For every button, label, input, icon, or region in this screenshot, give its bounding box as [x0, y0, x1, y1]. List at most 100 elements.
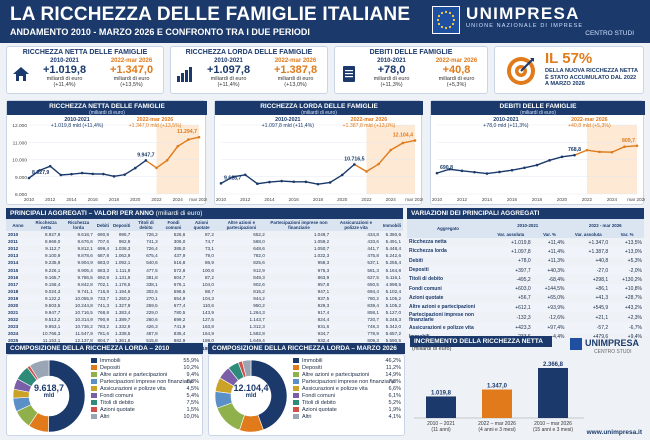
table-cell: 9.786,5	[77, 274, 93, 280]
table-cell: 2017	[8, 281, 19, 287]
table-cell: 690,8	[97, 232, 110, 238]
bar-chart-icon	[177, 67, 192, 82]
legend-label: Depositi	[302, 365, 322, 371]
table-row: 2020 9.503,5 10.244,8 741,3 1.327,9 259,5 677,…	[6, 302, 403, 309]
table-cell: 475,8	[367, 253, 379, 259]
kpi-value: +1.097,8	[206, 64, 251, 76]
legend-swatch	[293, 358, 299, 363]
variations-table: Aggregato 2010-2021 2022 - mar 2026 Var. as…	[407, 219, 644, 342]
legend-item: Altri 10,0%	[91, 414, 199, 421]
data-point	[610, 150, 614, 154]
data-label: 11.294,7	[177, 129, 197, 135]
column-header: Ricchezza lorda	[62, 219, 95, 231]
table-row: 2018 9.024,3 9.741,1 716,8 1.194,6 302,5 596,5…	[6, 288, 403, 295]
data-point	[38, 169, 41, 172]
table-cell: 683,3	[97, 267, 110, 273]
kpi-pct: (+13,0%)	[284, 82, 307, 88]
chart-ricchezza-netta: RICCHEZZA NETTA DELLE FAMIGLIE (miliardi …	[6, 100, 209, 205]
variation-row: Altre azioni e partecipazioni +612,1 +93,9…	[407, 303, 644, 313]
x-category-label: 2010 – mar 2026	[534, 421, 572, 427]
x-tick-label: 2010	[216, 197, 227, 202]
kpi-unit: miliardi di euro	[113, 76, 150, 82]
data-label: 8.927,9	[32, 170, 49, 176]
kpi-pct: (+11,4%)	[217, 82, 240, 88]
table-cell: 780,2	[367, 295, 379, 301]
table-cell: 9.112,7	[45, 246, 61, 252]
table-cell: 143,9	[202, 310, 214, 316]
table-cell: 726,2	[146, 232, 158, 238]
kpi-period-label: 2010-2021	[377, 58, 406, 64]
bar-value-label: 1.019,8	[431, 390, 452, 396]
table-cell: 426,3	[146, 324, 158, 330]
table-cell: 5.491,1	[385, 239, 401, 245]
variation-cell: +40,8	[595, 258, 609, 265]
column-header: Partecipazioni imprese non finanziarie	[266, 219, 332, 231]
table-cell: 9.741,1	[77, 288, 93, 294]
x-tick-label: 2012	[457, 197, 468, 202]
variation-cell: +603,0	[515, 286, 531, 293]
legend-swatch	[293, 393, 299, 398]
table-cell: 302,5	[146, 288, 158, 294]
table-cell: 1.143,7	[249, 317, 265, 323]
table-cell: 526,6	[173, 232, 186, 238]
table-cell: 2015	[8, 267, 19, 273]
table-cell: 9.122,2	[44, 295, 61, 301]
table-cell: 9.878,6	[77, 253, 93, 259]
table-cell: 79,0	[204, 253, 214, 259]
page-title: LA RICCHEZZA DELLE FAMIGLIE ITALIANE	[10, 4, 411, 25]
variation-cell: +78,0	[518, 258, 531, 265]
target-icon	[507, 57, 535, 85]
legend-label: Altre azioni e partecipazioni	[100, 372, 168, 378]
legend-swatch	[293, 386, 299, 391]
column-header: Anno	[6, 219, 30, 231]
variation-row: Depositi +397,7 +40,3% -27,0 -2,0%	[407, 265, 644, 276]
x-tick-label: 2018	[532, 197, 543, 202]
data-point	[243, 173, 247, 177]
data-point	[48, 164, 52, 168]
table-cell: 1.383,4	[115, 310, 131, 316]
highlight-card: IL 57% DELLA NUOVA RICCHEZZA NETTA È STA…	[494, 46, 644, 94]
column-header: Var. assoluta	[489, 231, 533, 238]
table-cell: 825,6	[253, 260, 265, 266]
table-cell: 8.969,0	[44, 239, 61, 245]
legend-swatch	[293, 372, 299, 377]
legend-swatch	[91, 414, 97, 419]
table-cell: 88,7	[204, 288, 214, 294]
table-row: 2021 9.947,7 10.716,5 768,8 1.383,4 229,0 780,…	[6, 309, 403, 317]
unimpresa-logo: UNIMPRESA UNIONE NAZIONALE DI IMPRESE CE…	[432, 4, 642, 40]
legend-swatch	[293, 414, 299, 419]
data-point	[598, 150, 601, 154]
table-cell: 931,6	[317, 324, 330, 330]
table-cell: 929,3	[317, 302, 330, 308]
table-cell: 9.503,5	[44, 302, 61, 308]
table-cell: 270,1	[146, 295, 158, 301]
table-cell: 1.250,2	[115, 295, 131, 301]
table-cell: 778,9	[367, 331, 379, 337]
kpi-card-3: DEBITI DELLE FAMIGLIE 2010-2021 +78,0 milia…	[334, 46, 488, 94]
annotation-period-b: 2022-mar 2026	[571, 117, 608, 123]
variation-cell: +65,0%	[547, 295, 565, 302]
data-point	[585, 148, 589, 152]
variation-cell: Altre azioni e partecipazioni	[409, 304, 476, 311]
kpi-period-b: 2022-mar 2026 +1.387,8 miliardi di euro (+1…	[262, 58, 329, 88]
legend-label: Titoli di debito	[302, 400, 336, 406]
legend-item: Altri 4,1%	[293, 414, 401, 421]
variation-cell: +130,2%	[622, 276, 642, 283]
table-cell: 912,9	[253, 267, 265, 273]
table-cell: 338,1	[146, 281, 158, 287]
table-cell: 5.342,0	[385, 324, 401, 330]
legend-item: Partecipazioni imprese non finanziarie 7,…	[293, 379, 401, 386]
donut-2026-unit: mld	[245, 393, 257, 399]
annotation-b-text: +1.387,8 mld (+13,0%)	[343, 123, 396, 129]
table-cell: 1.059,2	[313, 239, 330, 245]
donut-slice	[29, 359, 50, 380]
y-tick-label: 9.000	[15, 175, 27, 181]
table-cell: 87,2	[204, 232, 214, 238]
table-cell: 163,8	[202, 324, 214, 330]
table-cell: 487,8	[146, 331, 158, 337]
variation-cell: -57,2	[596, 325, 609, 332]
variation-row: Titoli di debito -495,2 -68,4% +298,1 +130,2…	[407, 275, 644, 284]
y-tick-label: 10.000	[12, 158, 27, 164]
data-point	[623, 145, 626, 148]
kpi-pct: (+11,4%)	[53, 82, 76, 88]
